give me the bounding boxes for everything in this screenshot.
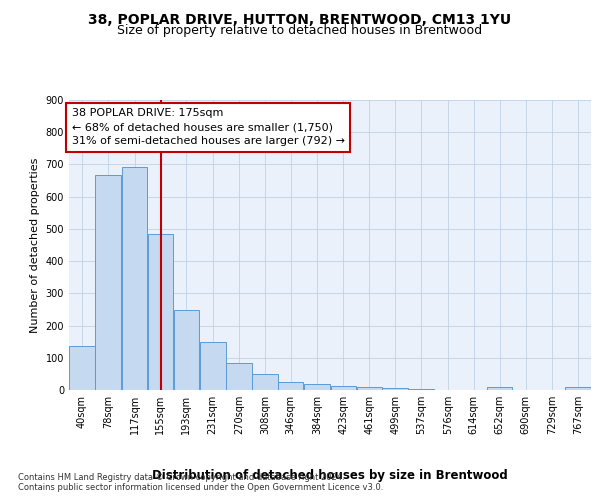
Text: Size of property relative to detached houses in Brentwood: Size of property relative to detached ho… [118, 24, 482, 37]
Y-axis label: Number of detached properties: Number of detached properties [30, 158, 40, 332]
Bar [95, 175, 121, 390]
Text: 38 POPLAR DRIVE: 175sqm
← 68% of detached houses are smaller (1,750)
31% of semi: 38 POPLAR DRIVE: 175sqm ← 68% of detache… [72, 108, 345, 146]
Bar [200, 342, 226, 390]
Bar [148, 234, 173, 390]
Bar [382, 388, 408, 390]
Text: Distribution of detached houses by size in Brentwood: Distribution of detached houses by size … [152, 470, 508, 482]
Bar [252, 374, 278, 390]
Bar [487, 387, 512, 390]
Bar [356, 388, 382, 390]
Bar [331, 386, 356, 390]
Bar [565, 388, 591, 390]
Bar [69, 346, 95, 390]
Text: Contains HM Land Registry data © Crown copyright and database right 2024.
Contai: Contains HM Land Registry data © Crown c… [18, 473, 383, 492]
Text: 38, POPLAR DRIVE, HUTTON, BRENTWOOD, CM13 1YU: 38, POPLAR DRIVE, HUTTON, BRENTWOOD, CM1… [88, 12, 512, 26]
Bar [304, 384, 330, 390]
Bar [173, 310, 199, 390]
Bar [122, 166, 147, 390]
Bar [409, 389, 434, 390]
Bar [226, 363, 251, 390]
Bar [278, 382, 304, 390]
